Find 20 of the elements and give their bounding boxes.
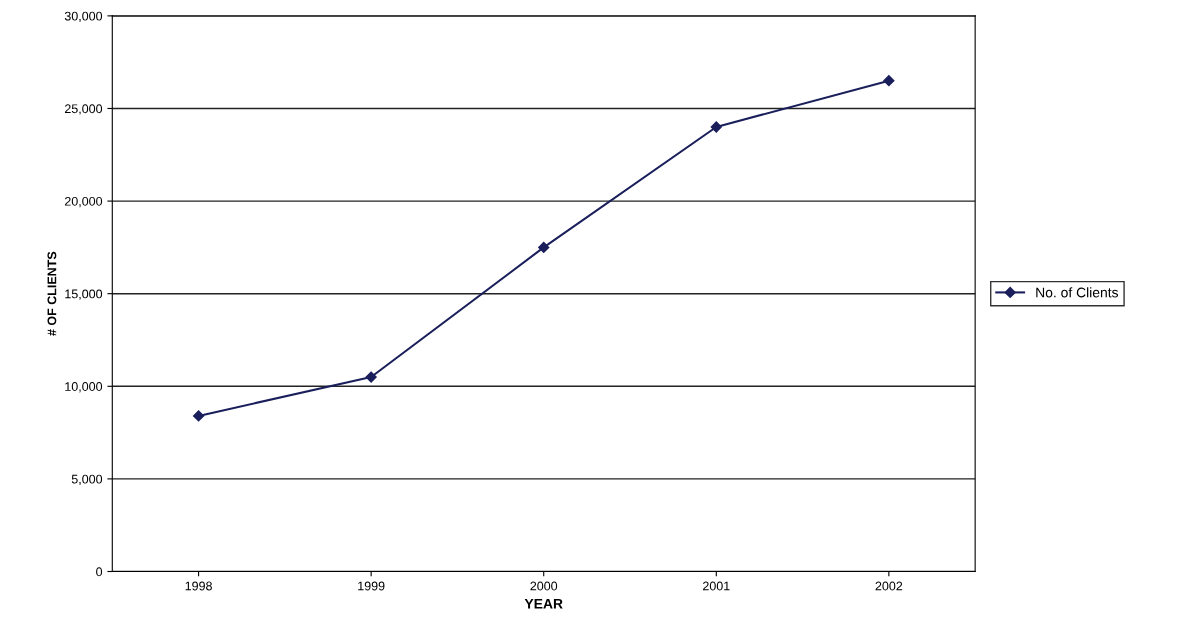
x-tick-label: 1998 [185, 581, 212, 591]
y-axis-title: # OF CLIENTS [47, 251, 57, 336]
y-tick-label: 5,000 [71, 474, 103, 486]
y-tick-label: 25,000 [64, 104, 103, 115]
point [538, 241, 550, 253]
legend-label: No. of Clients [1036, 287, 1119, 298]
x-axis-title: YEAR [524, 598, 563, 609]
x-tick-label: 2001 [703, 581, 730, 591]
y-tick-label: 20,000 [64, 196, 103, 208]
y-tick-label: 30,000 [64, 11, 103, 22]
y-tick-label: 10,000 [65, 382, 103, 393]
y-tick-label: 15,000 [65, 289, 103, 300]
y-tick-label: 0 [96, 567, 103, 577]
point [192, 410, 205, 422]
x-tick-label: 2002 [875, 581, 903, 591]
x-tick-label: 2000 [530, 581, 558, 591]
point [365, 371, 377, 383]
point [883, 75, 895, 87]
x-tick-label: 1999 [358, 581, 385, 591]
point [710, 121, 722, 133]
